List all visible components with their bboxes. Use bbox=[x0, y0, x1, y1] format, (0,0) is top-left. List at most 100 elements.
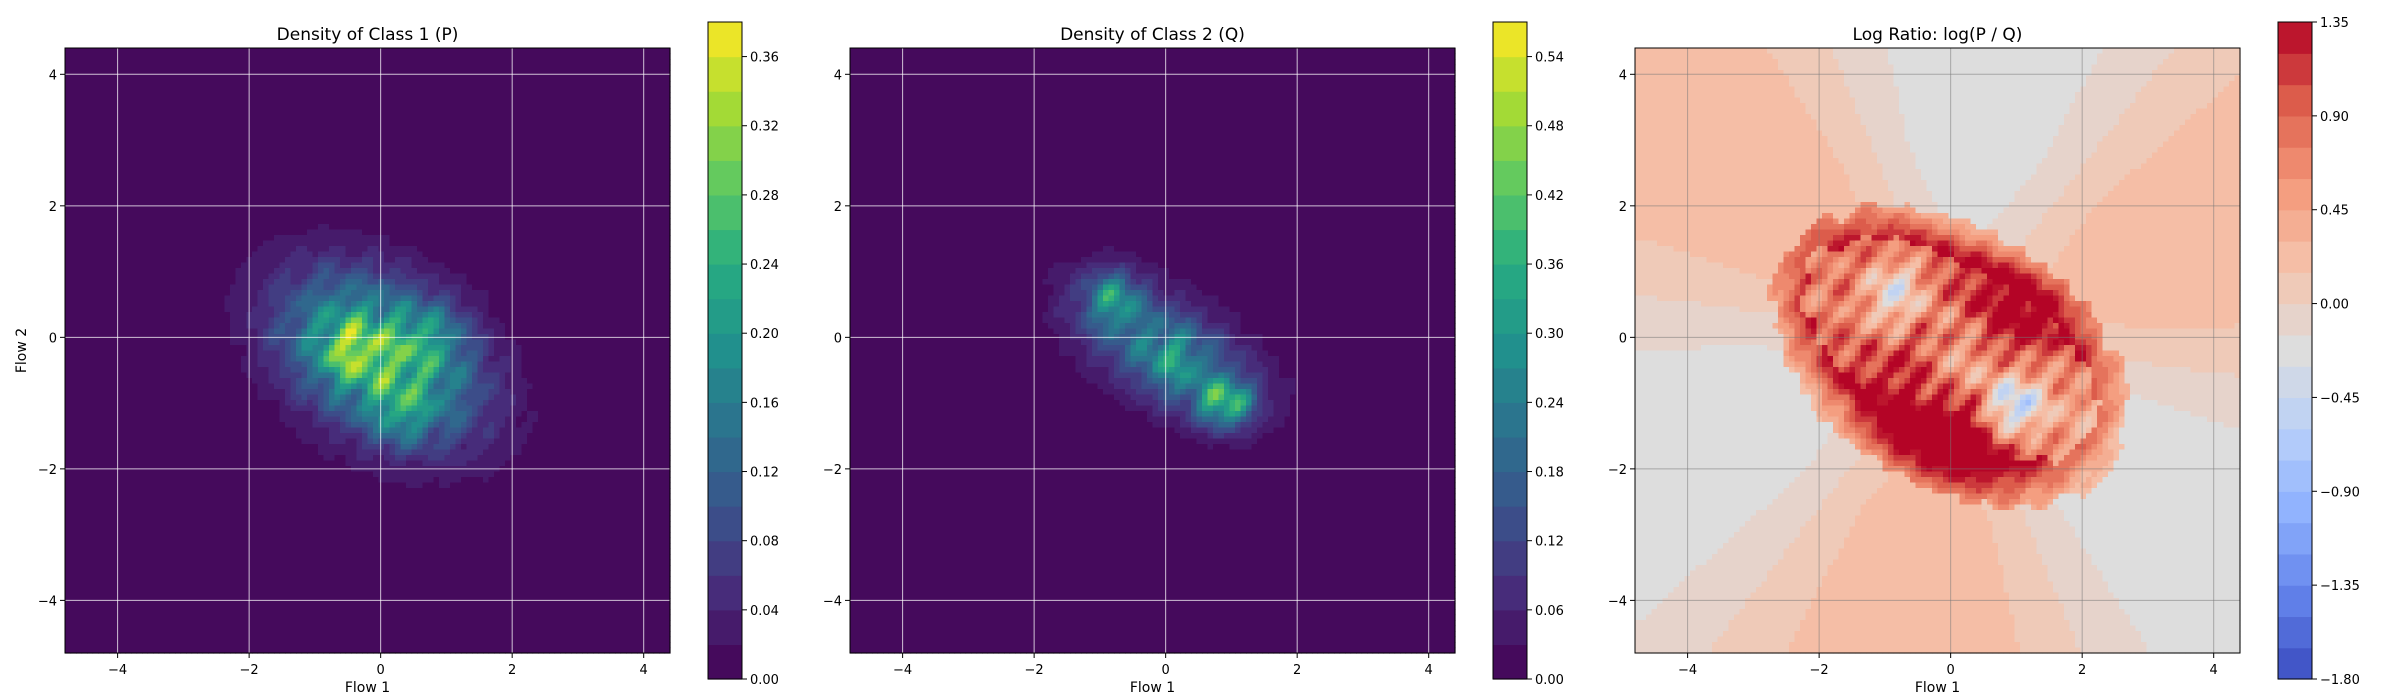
colorbar-band bbox=[2278, 366, 2312, 398]
chart-title: Log Ratio: log(P / Q) bbox=[1853, 25, 2023, 45]
x-tick-label: −4 bbox=[893, 663, 912, 678]
colorbar-tick-label: 0.18 bbox=[1535, 466, 1564, 481]
x-tick-label: −2 bbox=[1025, 663, 1044, 678]
colorbar-band bbox=[2278, 616, 2312, 648]
colorbar-tick-label: 0.06 bbox=[1535, 604, 1564, 619]
x-tick-label: −2 bbox=[240, 663, 259, 678]
colorbar-band bbox=[2278, 22, 2312, 54]
colorbar-band bbox=[708, 91, 742, 126]
colorbar-tick-label: 0.00 bbox=[750, 673, 779, 688]
colorbar-tick-label: 0.54 bbox=[1535, 51, 1564, 66]
y-tick-label: −4 bbox=[1608, 594, 1627, 609]
heatmap-field bbox=[850, 48, 1456, 654]
colorbar-band bbox=[2278, 585, 2312, 617]
colorbar-band bbox=[1493, 472, 1527, 507]
colorbar-band bbox=[708, 160, 742, 195]
colorbar-band bbox=[708, 575, 742, 610]
heatmap-field bbox=[1635, 48, 2241, 654]
colorbar-band bbox=[1493, 22, 1527, 57]
colorbar-band bbox=[708, 333, 742, 368]
x-axis-label: Flow 1 bbox=[1130, 680, 1175, 696]
colorbar-band bbox=[1493, 333, 1527, 368]
colorbar-band bbox=[1493, 160, 1527, 195]
colorbar-band bbox=[2278, 335, 2312, 367]
colorbar-band bbox=[1493, 437, 1527, 472]
colorbar-tick-label: 0.48 bbox=[1535, 120, 1564, 135]
colorbar-tick-label: 0.24 bbox=[1535, 396, 1564, 411]
x-tick-label: 0 bbox=[1947, 663, 1955, 678]
colorbar-tick-label: 0.04 bbox=[750, 604, 779, 619]
x-tick-label: 4 bbox=[2210, 663, 2218, 678]
colorbar-tick-label: 0.42 bbox=[1535, 189, 1564, 204]
colorbar-band bbox=[1493, 575, 1527, 610]
colorbar-band bbox=[708, 195, 742, 230]
colorbar-band bbox=[708, 57, 742, 92]
x-tick-label: 2 bbox=[2078, 663, 2086, 678]
colorbar-band bbox=[2278, 85, 2312, 117]
colorbar-band bbox=[708, 229, 742, 264]
colorbar-band bbox=[1493, 644, 1527, 679]
colorbar: 0.000.040.080.120.160.200.240.280.320.36 bbox=[708, 22, 779, 688]
colorbar-tick-label: −1.35 bbox=[2320, 579, 2360, 594]
colorbar-band bbox=[2278, 178, 2312, 210]
colorbar-band bbox=[2278, 241, 2312, 273]
colorbar-band bbox=[2278, 554, 2312, 586]
heatmap-field bbox=[65, 48, 671, 654]
colorbar-tick-label: 0.90 bbox=[2320, 110, 2349, 125]
colorbar-tick-label: 0.16 bbox=[750, 396, 779, 411]
colorbar-tick-label: 0.28 bbox=[750, 189, 779, 204]
colorbar-tick-label: 0.24 bbox=[750, 258, 779, 273]
colorbar-band bbox=[2278, 272, 2312, 304]
colorbar-tick-label: 0.45 bbox=[2320, 204, 2349, 219]
colorbar-band bbox=[1493, 368, 1527, 403]
colorbar-tick-label: 0.00 bbox=[2320, 298, 2349, 313]
colorbar-band bbox=[708, 299, 742, 334]
colorbar-band bbox=[2278, 210, 2312, 242]
colorbar-band bbox=[2278, 648, 2312, 680]
colorbar-band bbox=[708, 126, 742, 161]
colorbar-band bbox=[1493, 610, 1527, 645]
y-tick-label: 0 bbox=[1619, 331, 1627, 346]
colorbar-band bbox=[708, 368, 742, 403]
colorbar-band bbox=[708, 472, 742, 507]
colorbar-band bbox=[2278, 491, 2312, 523]
colorbar-band bbox=[2278, 523, 2312, 555]
colorbar-tick-label: 1.35 bbox=[2320, 16, 2349, 31]
colorbar-tick-label: 0.36 bbox=[750, 51, 779, 66]
colorbar-tick-label: 0.32 bbox=[750, 120, 779, 135]
colorbar-band bbox=[708, 610, 742, 645]
colorbar-band bbox=[1493, 57, 1527, 92]
x-tick-label: 0 bbox=[1162, 663, 1170, 678]
y-tick-label: 0 bbox=[49, 331, 57, 346]
colorbar-tick-label: 0.08 bbox=[750, 535, 779, 550]
colorbar-band bbox=[708, 264, 742, 299]
colorbar-tick-label: 0.12 bbox=[750, 466, 779, 481]
colorbar-band bbox=[2278, 460, 2312, 492]
colorbar-band bbox=[1493, 541, 1527, 576]
y-tick-label: 2 bbox=[49, 200, 57, 215]
colorbar-tick-label: −0.45 bbox=[2320, 391, 2360, 406]
y-tick-label: −4 bbox=[38, 594, 57, 609]
y-tick-label: 2 bbox=[834, 200, 842, 215]
colorbar-band bbox=[2278, 53, 2312, 85]
colorbar-band bbox=[2278, 147, 2312, 179]
y-tick-label: 0 bbox=[834, 331, 842, 346]
chart-title: Density of Class 1 (P) bbox=[277, 25, 459, 45]
colorbar-band bbox=[1493, 299, 1527, 334]
y-tick-label: −2 bbox=[38, 463, 57, 478]
colorbar-band bbox=[708, 22, 742, 57]
y-axis-label: Flow 2 bbox=[14, 328, 30, 373]
y-tick-label: 4 bbox=[49, 68, 57, 83]
colorbar-band bbox=[1493, 91, 1527, 126]
y-tick-label: 4 bbox=[834, 68, 842, 83]
colorbar-tick-label: −1.80 bbox=[2320, 673, 2360, 688]
colorbar-band bbox=[708, 644, 742, 679]
x-tick-label: −4 bbox=[1678, 663, 1697, 678]
colorbar-band bbox=[1493, 229, 1527, 264]
colorbar-tick-label: 0.30 bbox=[1535, 327, 1564, 342]
colorbar-band bbox=[2278, 116, 2312, 148]
colorbar-band bbox=[2278, 304, 2312, 336]
